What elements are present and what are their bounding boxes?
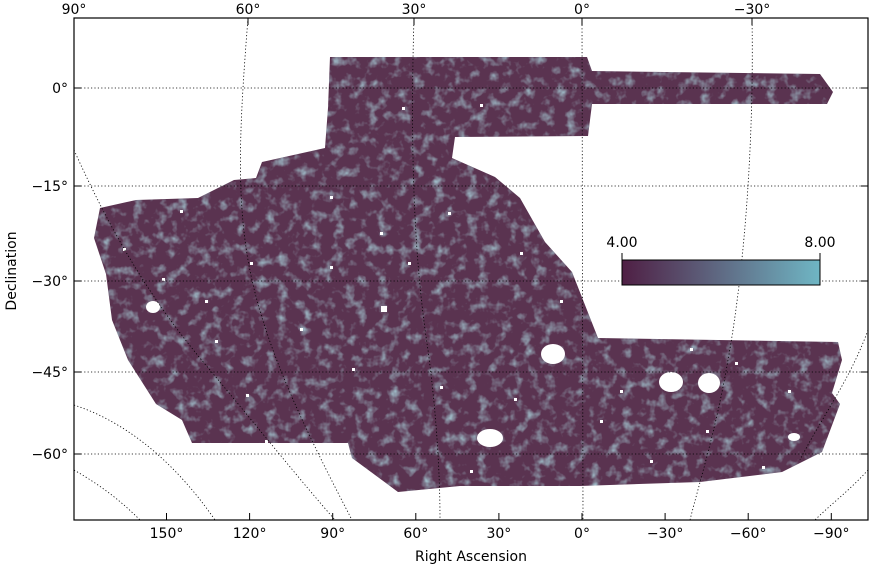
mask-speckle — [514, 398, 517, 401]
mask-speckle — [762, 466, 765, 469]
mask-speckle — [330, 196, 333, 199]
bottom-tick-label: 30° — [486, 526, 511, 542]
ra-line — [689, 18, 753, 520]
mask-speckle — [162, 278, 165, 281]
mask-speckle — [735, 362, 738, 365]
y-axis-label: Declination — [4, 231, 20, 310]
mask-speckle — [470, 470, 473, 473]
top-tick-label: 30° — [402, 2, 427, 18]
y-tick-label: −15° — [31, 179, 68, 195]
mask-speckle — [123, 248, 126, 251]
mask-speckle — [440, 386, 443, 389]
mask-speckle — [560, 300, 563, 303]
plot-area — [74, 18, 868, 520]
colorbar-max-label: 8.00 — [804, 235, 835, 251]
footprint-texture — [94, 57, 842, 492]
mask-speckle — [205, 300, 208, 303]
colorbar: 4.00 8.00 — [606, 235, 836, 286]
graticule — [74, 18, 868, 520]
mask-speckle — [330, 266, 333, 269]
mask-speckle — [448, 212, 451, 215]
top-tick-label: 0° — [574, 2, 590, 18]
top-tick-label: 90° — [62, 2, 87, 18]
bottom-tick-label: −60° — [730, 526, 767, 542]
mask-speckles — [123, 104, 791, 473]
mask-speckle — [408, 262, 411, 265]
ra-line — [412, 18, 441, 520]
x-axis-label: Right Ascension — [415, 549, 527, 565]
bottom-tick-label: 120° — [233, 526, 267, 542]
mask-speckle — [600, 420, 603, 423]
mask-hole — [698, 373, 720, 393]
colorbar-min-label: 4.00 — [606, 235, 637, 251]
mask-speckle — [265, 440, 268, 443]
mask-speckle — [650, 460, 653, 463]
bottom-tick-label: −30° — [647, 526, 684, 542]
axis-ticks: 90° 60° 30° 0° −30° 150° 120° 90° 60° 30° 0° −30° −6… — [31, 2, 868, 542]
colorbar-gradient — [621, 259, 821, 286]
top-tick-label: −30° — [734, 2, 771, 18]
bottom-tick-label: 90° — [320, 526, 345, 542]
mask-speckle — [402, 107, 405, 110]
mask-hole — [477, 429, 503, 447]
y-tick-label: 0° — [52, 81, 68, 97]
mask-speckle — [520, 252, 523, 255]
mask-hole — [541, 344, 565, 364]
mask-speckle — [480, 104, 483, 107]
y-tick-label: −45° — [31, 365, 68, 381]
mask-speckle — [706, 430, 709, 433]
bottom-tick-label: 60° — [403, 526, 428, 542]
mask-speckle — [352, 368, 355, 371]
mask-hole — [146, 301, 160, 313]
mask-speckle — [215, 340, 218, 343]
survey-footprint — [94, 57, 842, 492]
mask-hole — [659, 372, 683, 392]
mask-speckle — [246, 394, 249, 397]
mask-hole — [788, 433, 800, 441]
mask-speckle — [788, 390, 791, 393]
mask-speckle — [300, 328, 303, 331]
ra-line — [799, 329, 868, 461]
ra-line — [74, 404, 216, 520]
mask-speckle — [690, 348, 693, 351]
mask-speckle — [250, 262, 253, 265]
ra-line — [581, 18, 584, 520]
ra-line — [814, 469, 868, 520]
mask-speckle — [620, 390, 623, 393]
mask-speckle — [380, 232, 383, 235]
y-tick-label: −30° — [31, 274, 68, 290]
bottom-tick-label: 150° — [150, 526, 184, 542]
mask-hole — [381, 306, 387, 312]
bottom-tick-label: −90° — [813, 526, 850, 542]
mask-speckle — [180, 210, 183, 213]
y-tick-label: −60° — [31, 447, 68, 463]
bottom-tick-label: 0° — [574, 526, 590, 542]
top-tick-label: 60° — [236, 2, 261, 18]
